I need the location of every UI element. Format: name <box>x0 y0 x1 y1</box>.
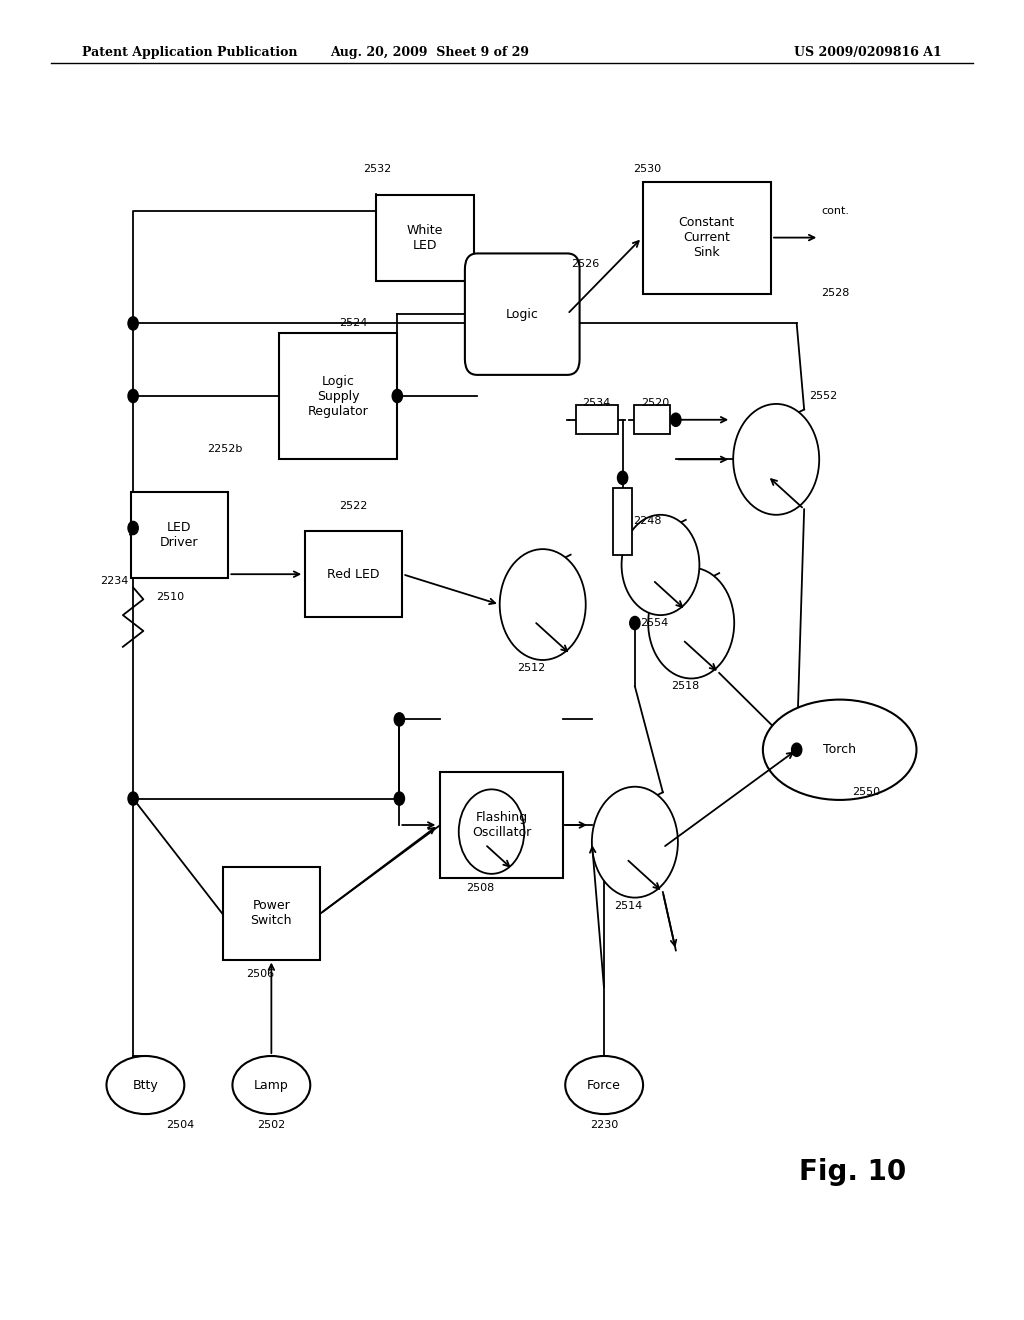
Text: 2526: 2526 <box>571 259 600 269</box>
Bar <box>377 194 473 281</box>
Text: 2234: 2234 <box>100 576 129 586</box>
Ellipse shape <box>106 1056 184 1114</box>
Circle shape <box>128 792 138 805</box>
Circle shape <box>128 389 138 403</box>
Circle shape <box>733 404 819 515</box>
Circle shape <box>622 515 699 615</box>
Circle shape <box>500 549 586 660</box>
Bar <box>440 772 563 878</box>
Text: 2508: 2508 <box>466 883 495 894</box>
Text: 2550: 2550 <box>852 787 880 797</box>
Bar <box>643 181 770 294</box>
Text: 2530: 2530 <box>633 164 660 174</box>
Text: 2534: 2534 <box>582 397 610 408</box>
Text: Btty: Btty <box>132 1078 159 1092</box>
Text: 2510: 2510 <box>156 591 183 602</box>
Text: Patent Application Publication: Patent Application Publication <box>82 46 297 59</box>
Bar <box>635 405 670 434</box>
Circle shape <box>394 713 404 726</box>
Bar <box>279 334 397 459</box>
Text: 2512: 2512 <box>517 663 546 673</box>
Circle shape <box>630 616 640 630</box>
Text: Logic
Supply
Regulator: Logic Supply Regulator <box>307 375 369 417</box>
Text: 2502: 2502 <box>257 1119 286 1130</box>
Text: 2554: 2554 <box>640 618 669 628</box>
Text: Aug. 20, 2009  Sheet 9 of 29: Aug. 20, 2009 Sheet 9 of 29 <box>331 46 529 59</box>
Text: Force: Force <box>587 1078 622 1092</box>
Text: 2532: 2532 <box>364 164 392 174</box>
Circle shape <box>617 471 628 484</box>
Text: Fig. 10: Fig. 10 <box>799 1158 906 1187</box>
Bar <box>575 405 618 434</box>
Circle shape <box>128 521 138 535</box>
Text: 2518: 2518 <box>671 681 699 692</box>
Ellipse shape <box>763 700 916 800</box>
FancyBboxPatch shape <box>465 253 580 375</box>
Text: 2522: 2522 <box>339 500 368 511</box>
Circle shape <box>671 413 681 426</box>
Ellipse shape <box>232 1056 310 1114</box>
Text: US 2009/0209816 A1: US 2009/0209816 A1 <box>795 46 942 59</box>
Bar <box>613 488 632 554</box>
Ellipse shape <box>565 1056 643 1114</box>
Text: 2524: 2524 <box>339 318 368 329</box>
Circle shape <box>592 787 678 898</box>
Circle shape <box>792 743 802 756</box>
Text: Constant
Current
Sink: Constant Current Sink <box>679 216 734 259</box>
Text: 2528: 2528 <box>821 288 850 298</box>
Text: White
LED: White LED <box>407 223 443 252</box>
Circle shape <box>394 792 404 805</box>
Text: 2252b: 2252b <box>207 444 243 454</box>
Text: cont.: cont. <box>821 206 849 216</box>
Text: Red LED: Red LED <box>327 568 380 581</box>
Text: 2506: 2506 <box>246 969 273 979</box>
Circle shape <box>459 789 524 874</box>
Text: Logic: Logic <box>506 308 539 321</box>
Text: 2514: 2514 <box>614 900 643 911</box>
Bar <box>131 492 227 578</box>
Text: Flashing
Oscillator: Flashing Oscillator <box>472 810 531 840</box>
Text: 2230: 2230 <box>590 1119 618 1130</box>
Text: LED
Driver: LED Driver <box>160 520 199 549</box>
Text: Power
Switch: Power Switch <box>251 899 292 928</box>
Bar <box>305 532 401 618</box>
Text: 2248: 2248 <box>633 516 662 527</box>
Text: Lamp: Lamp <box>254 1078 289 1092</box>
Bar <box>223 867 319 960</box>
Circle shape <box>128 317 138 330</box>
Circle shape <box>648 568 734 678</box>
Text: 2552: 2552 <box>809 391 838 401</box>
Text: Torch: Torch <box>823 743 856 756</box>
Text: 2520: 2520 <box>641 397 670 408</box>
Text: 2504: 2504 <box>166 1119 195 1130</box>
Circle shape <box>392 389 402 403</box>
